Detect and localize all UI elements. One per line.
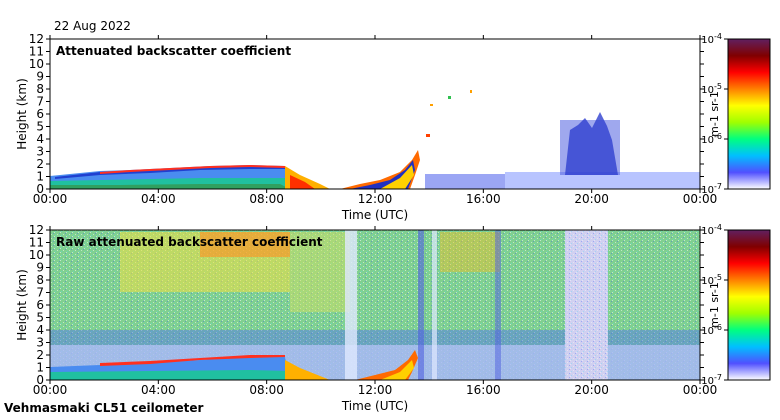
x-tick-label: 04:00 [141, 383, 176, 397]
x-tick-label: 20:00 [574, 192, 609, 206]
x-tick-label: 08:00 [249, 192, 284, 206]
colorbar-label: m-1 sr-1 [708, 91, 721, 137]
y-tick-label: 8 [36, 273, 44, 287]
x-tick-label: 00:00 [683, 192, 718, 206]
date-label: 22 Aug 2022 [54, 19, 131, 33]
y-tick-label: 9 [36, 261, 44, 275]
panel-title: Raw attenuated backscatter coefficient [56, 235, 323, 249]
colorbar-tick-label: 10-4 [701, 32, 722, 46]
x-tick-label: 16:00 [466, 192, 501, 206]
y-tick-label: 0 [36, 182, 44, 196]
x-tick-label: 12:00 [358, 192, 393, 206]
y-tick-label: 3 [36, 336, 44, 350]
x-tick-label: 00:00 [683, 383, 718, 397]
x-tick-label: 20:00 [574, 383, 609, 397]
colorbar-scale [727, 229, 771, 381]
y-tick-label: 2 [36, 348, 44, 362]
y-tick-label: 3 [36, 145, 44, 159]
y-tick-label: 2 [36, 157, 44, 171]
y-tick-label: 11 [29, 236, 44, 250]
y-tick-label: 11 [29, 45, 44, 59]
colorbar-scale [727, 38, 771, 190]
colorbar-tick-label: 10-5 [701, 82, 722, 96]
colorbar-tick-label: 10-5 [701, 273, 722, 287]
colorbar-tick-label: 10-4 [701, 223, 722, 237]
y-tick-label: 10 [29, 57, 44, 71]
panel-raw-backscatter [50, 230, 700, 380]
y-tick-label: 5 [36, 120, 44, 134]
colorbar-tick-label: 10-6 [701, 323, 722, 337]
x-axis-label: Time (UTC) [341, 399, 408, 413]
backscatter-field [50, 90, 700, 189]
y-tick-label: 12 [29, 223, 44, 237]
y-axis-label: Height (km) [15, 269, 29, 340]
y-tick-label: 1 [36, 361, 44, 375]
y-tick-label: 7 [36, 286, 44, 300]
x-axis-label: Time (UTC) [341, 208, 408, 222]
x-tick-label: 00:00 [33, 383, 68, 397]
y-tick-label: 6 [36, 107, 44, 121]
y-tick-label: 8 [36, 82, 44, 96]
y-tick-label: 0 [36, 373, 44, 387]
x-tick-label: 08:00 [249, 383, 284, 397]
x-tick-label: 16:00 [466, 383, 501, 397]
x-tick-label: 00:00 [33, 192, 68, 206]
panel-attenuated-backscatter [50, 39, 700, 189]
x-tick-label: 04:00 [141, 192, 176, 206]
y-tick-label: 1 [36, 170, 44, 184]
colorbar-label: m-1 sr-1 [708, 282, 721, 328]
y-tick-label: 7 [36, 95, 44, 109]
y-tick-label: 5 [36, 311, 44, 325]
instrument-label: Vehmasmaki CL51 ceilometer [4, 401, 204, 415]
x-tick-label: 12:00 [358, 383, 393, 397]
colorbar-1: 10-7 10-6 10-5 10-4 m-1 sr-1 [701, 32, 771, 196]
y-tick-label: 6 [36, 298, 44, 312]
y-tick-label: 10 [29, 248, 44, 262]
colorbar-tick-label: 10-7 [701, 373, 722, 387]
panel-title: Attenuated backscatter coefficient [56, 44, 291, 58]
y-tick-label: 12 [29, 32, 44, 46]
backscatter-field [50, 230, 700, 380]
y-axis-label: Height (km) [15, 78, 29, 149]
y-tick-label: 4 [36, 323, 44, 337]
axes-panel-2: Raw attenuated backscatter coefficient01… [15, 223, 717, 413]
colorbar-tick-label: 10-6 [701, 132, 722, 146]
y-tick-label: 4 [36, 132, 44, 146]
axes-panel-1: Attenuated backscatter coefficient012345… [15, 32, 717, 222]
colorbar-2: 10-7 10-6 10-5 10-4 m-1 sr-1 [701, 223, 771, 387]
y-tick-label: 9 [36, 70, 44, 84]
colorbar-tick-label: 10-7 [701, 182, 722, 196]
